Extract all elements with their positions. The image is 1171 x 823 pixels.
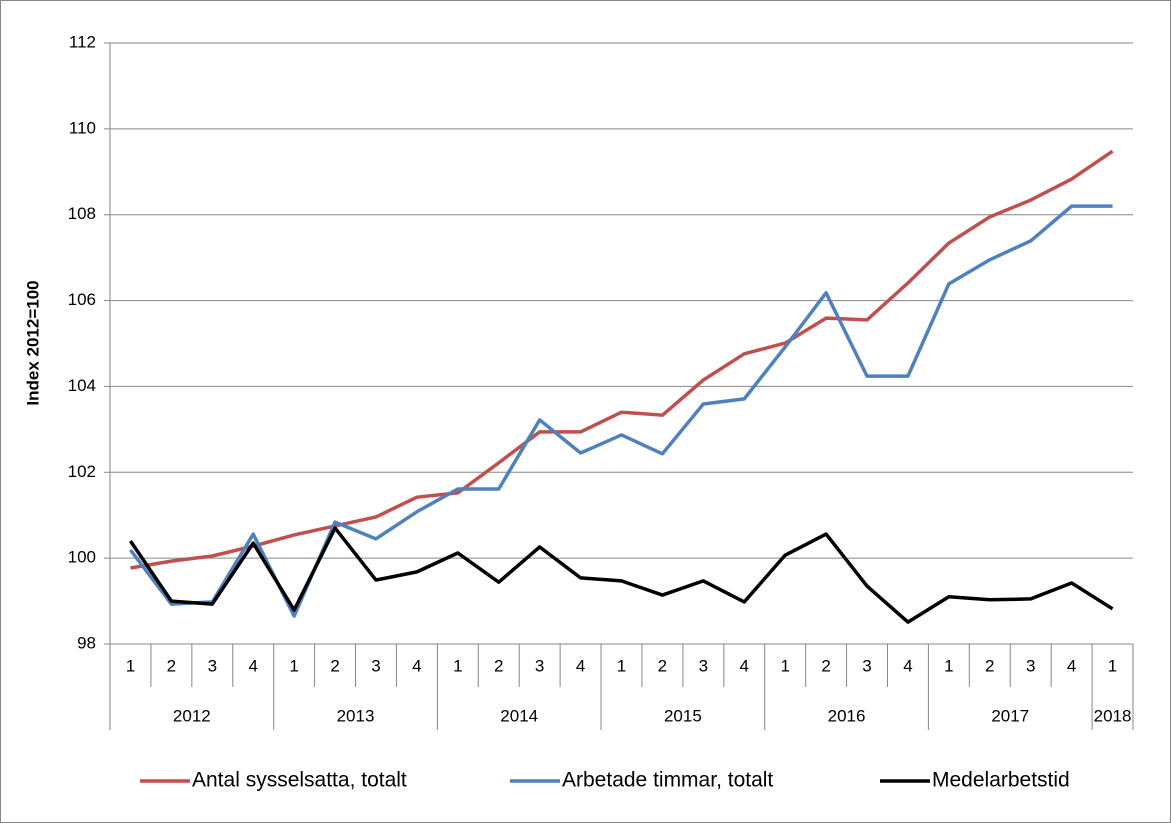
legend-label: Arbetade timmar, totalt: [562, 769, 773, 792]
y-tick-label: 110: [69, 118, 96, 137]
x-tick-label: 2: [167, 656, 176, 675]
x-tick-label: 4: [740, 656, 749, 675]
x-tick-label: 1: [1108, 656, 1117, 675]
x-tick-label: 3: [208, 656, 217, 675]
x-group-label: 2014: [500, 706, 538, 725]
x-tick-label: 4: [903, 656, 912, 675]
y-tick-label: 108: [68, 204, 96, 223]
x-tick-label: 3: [862, 656, 871, 675]
x-tick-label: 3: [535, 656, 544, 675]
x-group-label: 2012: [173, 706, 211, 725]
x-group-label: 2013: [337, 706, 375, 725]
series-line: [129, 204, 1113, 618]
x-tick-label: 1: [780, 656, 789, 675]
x-tick-label: 3: [371, 656, 380, 675]
x-tick-label: 4: [1067, 656, 1076, 675]
y-tick-label: 98: [77, 633, 96, 652]
x-group-label: 2018: [1094, 706, 1132, 725]
y-tick-label: 106: [68, 290, 96, 309]
x-group-label: 2017: [991, 706, 1029, 725]
x-tick-label: 1: [617, 656, 626, 675]
x-tick-label: 4: [412, 656, 421, 675]
x-tick-label: 1: [453, 656, 462, 675]
x-tick-label: 2: [330, 656, 339, 675]
y-tick-label: 102: [68, 462, 96, 481]
x-tick-label: 2: [494, 656, 503, 675]
y-axis-label: Index 2012=100: [23, 280, 42, 405]
x-tick-label: 3: [1026, 656, 1035, 675]
y-tick-label: 112: [69, 32, 96, 51]
x-tick-label: 3: [699, 656, 708, 675]
x-tick-label: 2: [985, 656, 994, 675]
series-line: [129, 526, 1114, 624]
x-tick-label: 1: [944, 656, 953, 675]
x-tick-label: 4: [576, 656, 585, 675]
x-tick-label: 2: [658, 656, 667, 675]
x-tick-label: 4: [248, 656, 257, 675]
x-tick-label: 1: [126, 656, 135, 675]
x-group-label: 2015: [664, 706, 702, 725]
series-line: [130, 149, 1114, 570]
y-tick-label: 100: [68, 548, 96, 567]
x-group-label: 2016: [828, 706, 866, 725]
x-tick-label: 2: [821, 656, 830, 675]
legend-label: Medelarbetstid: [932, 769, 1070, 792]
x-tick-label: 1: [289, 656, 298, 675]
legend-label: Antal sysselsatta, totalt: [192, 769, 407, 792]
y-tick-label: 104: [68, 376, 96, 395]
